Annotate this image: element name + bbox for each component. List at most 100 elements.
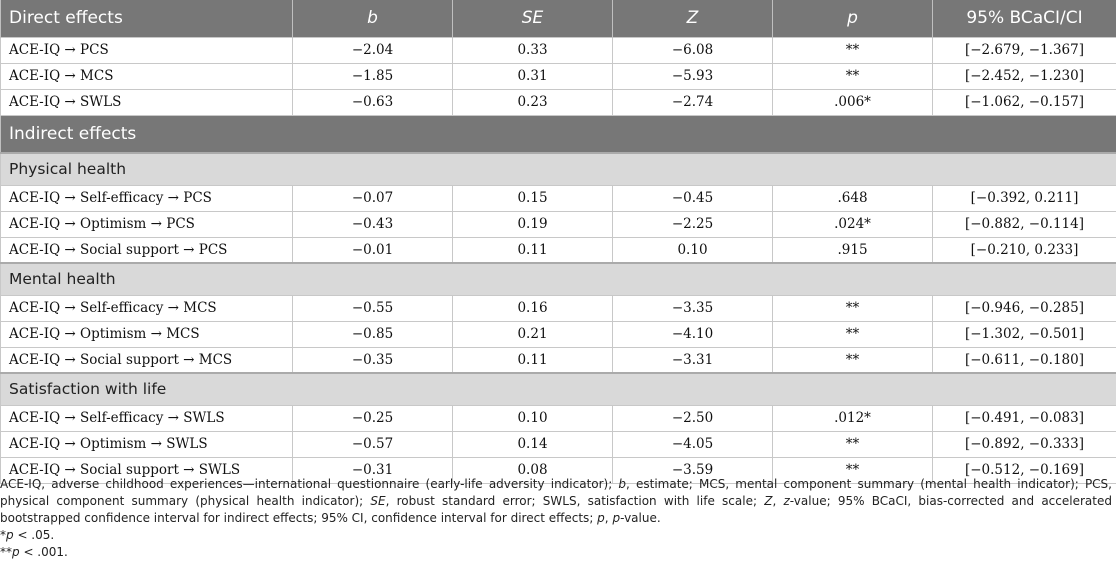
indirect-effect-row: ACE-IQ → Self-efficacy → PCS −0.07 0.15 −0.… [0, 184, 1116, 212]
z-cell: −3.35 [612, 294, 773, 322]
ci-cell: [−1.062, −0.157] [932, 88, 1116, 116]
path-cell: ACE-IQ → Self-efficacy → PCS [0, 184, 293, 212]
z-cell: −4.05 [612, 430, 773, 458]
legend-italic-term: p [612, 511, 621, 525]
b-cell: −0.35 [292, 346, 453, 374]
b-cell: −0.01 [292, 236, 453, 264]
legend-text-part: ACE-IQ, adverse childhood experiences—in… [0, 477, 619, 491]
path-cell: ACE-IQ → Optimism → MCS [0, 320, 293, 348]
direct-effect-row: ACE-IQ → SWLS −0.63 0.23 −2.74.006* [−1.062,… [0, 88, 1116, 116]
indirect-effect-row: ACE-IQ → Optimism → PCS −0.43 0.19 −2.25.02… [0, 210, 1116, 238]
p-cell: .012* [772, 404, 933, 432]
b-cell: −0.55 [292, 294, 453, 322]
z-cell: −4.10 [612, 320, 773, 348]
b-cell: −2.04 [292, 36, 453, 64]
z-cell: −5.93 [612, 62, 773, 90]
direct-effect-row: ACE-IQ → MCS −1.85 0.31 −5.93 ** [−2.452, −1.… [0, 62, 1116, 90]
p-cell: .024* [772, 210, 933, 238]
z-cell: −0.45 [612, 184, 773, 212]
b-cell: −0.43 [292, 210, 453, 238]
legend-text-part: , estimate; MCS, mental component summar… [0, 477, 1112, 508]
legend-text-part: -value; 95% BCaCI, bias-corrected and ac… [0, 494, 1112, 525]
z-cell: 0.10 [612, 236, 773, 264]
group-title: Satisfaction with life [0, 372, 1116, 406]
ci-cell: [−0.512, −0.169] [932, 456, 1116, 484]
footnote-threshold: < .05. [13, 528, 55, 542]
group-header-row: Physical health [0, 152, 1116, 186]
p-cell: ** [772, 36, 933, 64]
ci-cell: [−1.302, −0.501] [932, 320, 1116, 348]
legend-text-part: , robust standard error; SWLS, satisfact… [385, 494, 765, 508]
p-cell: .915 [772, 236, 933, 264]
p-cell: ** [772, 456, 933, 484]
header-ci: 95% BCaCI/CI [932, 0, 1116, 37]
footnote-mark: * [0, 528, 6, 542]
ci-cell: [−0.491, −0.083] [932, 404, 1116, 432]
se-cell: 0.19 [452, 210, 613, 238]
path-cell: ACE-IQ → Self-efficacy → MCS [0, 294, 293, 322]
footnote-mark: ** [0, 545, 12, 559]
ci-cell: [−2.452, −1.230] [932, 62, 1116, 90]
path-cell: ACE-IQ → Social support → MCS [0, 346, 293, 374]
se-cell: 0.21 [452, 320, 613, 348]
b-cell: −0.57 [292, 430, 453, 458]
p-cell: .648 [772, 184, 933, 212]
header-z: Z [612, 0, 773, 37]
se-cell: 0.14 [452, 430, 613, 458]
table-notes: ACE-IQ, adverse childhood experiences—in… [0, 476, 1112, 561]
se-cell: 0.11 [452, 346, 613, 374]
header-b: b [292, 0, 453, 37]
z-cell: −3.31 [612, 346, 773, 374]
path-cell: ACE-IQ → MCS [0, 62, 293, 90]
group-header-row: Mental health [0, 262, 1116, 296]
header-direct-effects: Direct effects [0, 0, 293, 37]
footnote-significant-001: **p < .001. [0, 544, 1112, 561]
b-cell: −0.07 [292, 184, 453, 212]
group-header-row: Satisfaction with life [0, 372, 1116, 406]
ci-cell: [−0.611, −0.180] [932, 346, 1116, 374]
legend-italic-term: SE [370, 494, 386, 508]
effects-table: Direct effects b SE Z p 95% BCaCI/CI ACE… [0, 0, 1116, 484]
se-cell: 0.31 [452, 62, 613, 90]
indirect-effect-row: ACE-IQ → Social support → PCS −0.01 0.11 0.… [0, 236, 1116, 264]
b-cell: −0.63 [292, 88, 453, 116]
legend-text: ACE-IQ, adverse childhood experiences—in… [0, 476, 1112, 527]
b-cell: −0.85 [292, 320, 453, 348]
b-cell: −0.31 [292, 456, 453, 484]
header-se: SE [452, 0, 613, 37]
table-body: ACE-IQ → PCS −2.04 0.33 −6.08 ** [−2.679, −1.… [0, 36, 1116, 484]
path-cell: ACE-IQ → SWLS [0, 88, 293, 116]
se-cell: 0.08 [452, 456, 613, 484]
legend-text-part: , [772, 494, 784, 508]
indirect-effect-row: ACE-IQ → Self-efficacy → MCS −0.55 0.16 −3.… [0, 294, 1116, 322]
indirect-effect-row: ACE-IQ → Social support → SWLS −0.31 0.08−… [0, 456, 1116, 484]
path-cell: ACE-IQ → Social support → PCS [0, 236, 293, 264]
indirect-effect-row: ACE-IQ → Self-efficacy → SWLS −0.25 0.10 −2… [0, 404, 1116, 432]
z-cell: −2.25 [612, 210, 773, 238]
path-cell: ACE-IQ → Optimism → SWLS [0, 430, 293, 458]
ci-cell: [−0.392, 0.211] [932, 184, 1116, 212]
ci-cell: [−0.210, 0.233] [932, 236, 1116, 264]
se-cell: 0.10 [452, 404, 613, 432]
footnote-significant-05: *p < .05. [0, 527, 1112, 544]
path-cell: ACE-IQ → Self-efficacy → SWLS [0, 404, 293, 432]
z-cell: −2.74 [612, 88, 773, 116]
path-cell: ACE-IQ → Optimism → PCS [0, 210, 293, 238]
group-title: Mental health [0, 262, 1116, 296]
se-cell: 0.16 [452, 294, 613, 322]
p-cell: ** [772, 62, 933, 90]
b-cell: −0.25 [292, 404, 453, 432]
path-cell: ACE-IQ → Social support → SWLS [0, 456, 293, 484]
legend-italic-term: b [618, 477, 627, 491]
legend-italic-term: Z [764, 494, 773, 508]
ci-cell: [−0.946, −0.285] [932, 294, 1116, 322]
se-cell: 0.15 [452, 184, 613, 212]
footnote-p-symbol: p [12, 545, 20, 559]
p-cell: ** [772, 346, 933, 374]
p-cell: ** [772, 294, 933, 322]
direct-effect-row: ACE-IQ → PCS −2.04 0.33 −6.08 ** [−2.679, −1.… [0, 36, 1116, 64]
indirect-effects-label: Indirect effects [0, 115, 1116, 153]
p-cell: .006* [772, 88, 933, 116]
footnote-threshold: < .001. [19, 545, 68, 559]
legend-text-part: -value. [620, 511, 661, 525]
